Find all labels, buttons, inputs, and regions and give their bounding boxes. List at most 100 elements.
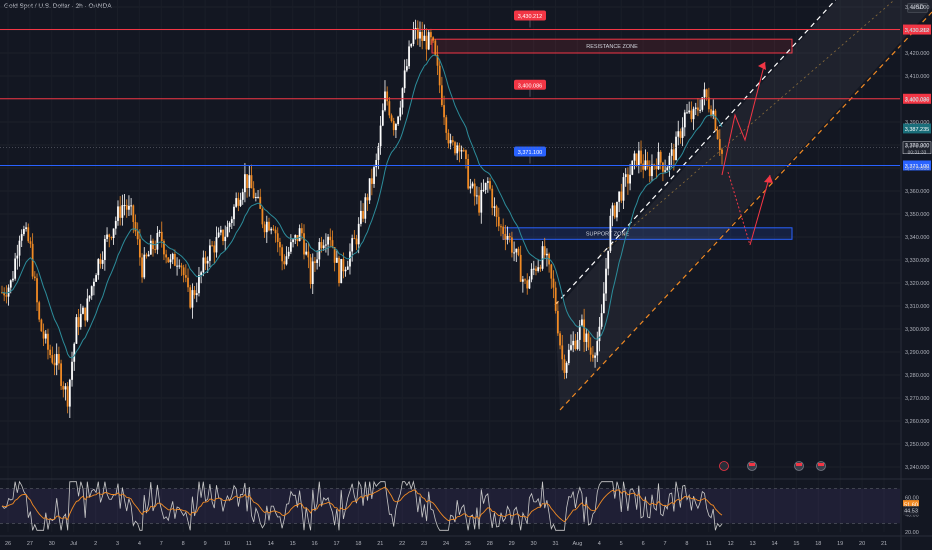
- candle-body: [73, 343, 76, 362]
- candle-body: [473, 183, 476, 197]
- price-tick-label: 3,240.000: [905, 465, 929, 471]
- candle-body: [276, 233, 279, 242]
- candle-body: [662, 162, 664, 172]
- candle-body: [381, 110, 384, 126]
- candle-body: [18, 240, 21, 256]
- candle-body: [125, 205, 128, 210]
- candle-body: [609, 215, 612, 251]
- candle-body: [602, 293, 605, 314]
- candle-body: [316, 259, 319, 263]
- candle-body: [292, 239, 294, 243]
- candle-body: [524, 279, 526, 281]
- candle-body: [20, 234, 23, 241]
- price-tick-label: 3,280.000: [905, 373, 929, 379]
- candle-body: [248, 175, 251, 189]
- candle-body: [699, 109, 702, 111]
- price-axis: 3,440.000 3,430.000 3,420.000 3,410.000 3,40…: [900, 0, 929, 550]
- candle-body: [561, 345, 564, 360]
- candle-body: [515, 248, 518, 253]
- candle-body: [657, 151, 660, 170]
- ema-tag-text: 3,387.235: [905, 127, 929, 133]
- candle-body: [583, 319, 586, 342]
- candle-body: [646, 160, 649, 167]
- candle-body: [307, 251, 310, 258]
- candle-body: [311, 261, 314, 285]
- price-tick-label: 3,250.000: [905, 442, 929, 448]
- rsi-tick-label: 20.00: [905, 530, 919, 536]
- countdown-text: 00:31:33: [908, 149, 927, 155]
- candle-body: [692, 108, 695, 120]
- candle-body: [511, 237, 513, 253]
- candle-body: [300, 228, 303, 234]
- economic-event-icon[interactable]: [794, 461, 804, 471]
- candle-body: [519, 254, 522, 282]
- candle-body: [438, 65, 441, 86]
- time-tick-label: 13: [750, 541, 756, 547]
- candle-body: [22, 228, 25, 235]
- candle-body: [408, 46, 410, 67]
- economic-event-icon[interactable]: [747, 461, 757, 471]
- candle-body: [62, 385, 65, 390]
- candle-body: [322, 245, 325, 249]
- time-tick-label: 28: [487, 541, 493, 547]
- candle-body: [215, 237, 218, 253]
- candle-body: [244, 174, 246, 193]
- dividend-icon[interactable]: [719, 461, 729, 471]
- currency-button[interactable]: USD: [907, 3, 928, 13]
- time-tick-label: 18: [355, 541, 361, 547]
- candle-body: [659, 151, 662, 163]
- candle-body: [403, 70, 406, 89]
- axis-tag: [903, 160, 931, 171]
- candle-body: [386, 91, 389, 102]
- candle-body: [578, 325, 581, 340]
- candle-body: [353, 238, 356, 240]
- candle-body: [235, 198, 238, 207]
- candle-body: [327, 236, 329, 245]
- candle-body: [38, 302, 41, 320]
- candle-body: [401, 88, 404, 108]
- candle-body: [130, 205, 133, 207]
- current-price-text: 3,378.800: [905, 143, 929, 149]
- candle-body: [222, 229, 224, 242]
- candle-body: [467, 159, 470, 189]
- candle-body: [103, 238, 106, 260]
- candle-body: [29, 241, 32, 244]
- candle-body: [250, 175, 253, 189]
- time-tick-label: 31: [552, 541, 558, 547]
- economic-event-icon[interactable]: [816, 461, 826, 471]
- level-tag-text: 3,430.212: [518, 14, 542, 20]
- candle-body: [77, 317, 80, 328]
- candle-body: [377, 146, 380, 160]
- candle-body: [489, 181, 491, 189]
- arrowhead: [764, 175, 773, 183]
- candle-body: [491, 188, 494, 208]
- candle-body: [101, 259, 104, 264]
- time-tick-label: 20: [859, 541, 865, 547]
- candle-body: [563, 359, 566, 373]
- candle-body: [443, 105, 445, 118]
- candle-body: [675, 136, 677, 161]
- candle-body: [559, 333, 561, 346]
- candle-body: [138, 239, 141, 258]
- candle-body: [66, 386, 69, 407]
- arrowhead: [758, 62, 766, 70]
- candle-body: [587, 333, 590, 348]
- candle-body: [211, 245, 213, 247]
- candle-body: [570, 345, 572, 350]
- level-tag: [514, 10, 546, 21]
- candle-body: [502, 226, 505, 234]
- candle-body: [298, 228, 301, 242]
- candle-body: [436, 54, 439, 66]
- candle-body: [233, 206, 235, 220]
- candle-body: [143, 254, 146, 278]
- candle-body: [449, 140, 452, 144]
- candle-body: [191, 290, 194, 308]
- projection-arrows: [721, 61, 773, 246]
- time-tick-label: 6: [642, 541, 645, 547]
- candle-body: [640, 150, 642, 164]
- time-tick-label: 16: [312, 541, 318, 547]
- channel-lower-line: [559, 11, 932, 411]
- candle-body: [55, 354, 58, 366]
- candle-body: [416, 27, 419, 39]
